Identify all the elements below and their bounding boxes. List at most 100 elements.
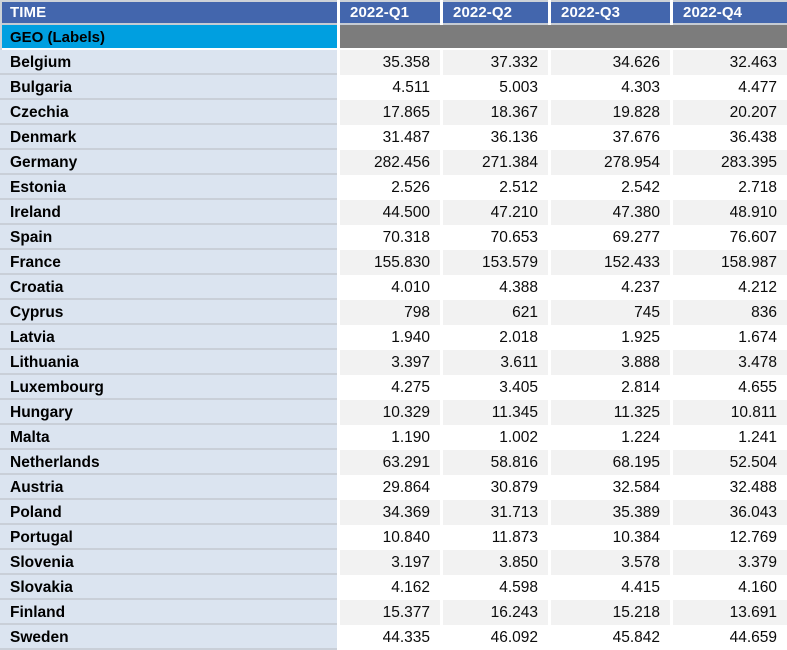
value-cell[interactable]: 31.713 (443, 500, 548, 525)
value-cell[interactable]: 155.830 (340, 250, 440, 275)
country-cell[interactable]: France (0, 250, 337, 275)
value-cell[interactable]: 621 (443, 300, 548, 325)
value-cell[interactable]: 31.487 (340, 125, 440, 150)
value-cell[interactable]: 1.674 (673, 325, 787, 350)
value-cell[interactable]: 3.197 (340, 550, 440, 575)
value-cell[interactable]: 47.210 (443, 200, 548, 225)
value-cell[interactable]: 3.888 (551, 350, 670, 375)
value-cell[interactable]: 10.840 (340, 525, 440, 550)
country-cell[interactable]: Bulgaria (0, 75, 337, 100)
value-cell[interactable]: 1.925 (551, 325, 670, 350)
country-cell[interactable]: Latvia (0, 325, 337, 350)
value-cell[interactable]: 48.910 (673, 200, 787, 225)
country-cell[interactable]: Slovakia (0, 575, 337, 600)
value-cell[interactable]: 45.842 (551, 625, 670, 650)
value-cell[interactable]: 44.659 (673, 625, 787, 650)
value-cell[interactable]: 16.243 (443, 600, 548, 625)
value-cell[interactable]: 4.275 (340, 375, 440, 400)
country-cell[interactable]: Denmark (0, 125, 337, 150)
country-cell[interactable]: Sweden (0, 625, 337, 650)
value-cell[interactable]: 37.676 (551, 125, 670, 150)
value-cell[interactable]: 3.379 (673, 550, 787, 575)
value-cell[interactable]: 4.655 (673, 375, 787, 400)
value-cell[interactable]: 44.500 (340, 200, 440, 225)
value-cell[interactable]: 4.212 (673, 275, 787, 300)
value-cell[interactable]: 15.377 (340, 600, 440, 625)
value-cell[interactable]: 2.512 (443, 175, 548, 200)
value-cell[interactable]: 1.002 (443, 425, 548, 450)
value-cell[interactable]: 36.438 (673, 125, 787, 150)
value-cell[interactable]: 36.043 (673, 500, 787, 525)
value-cell[interactable]: 11.345 (443, 400, 548, 425)
value-cell[interactable]: 3.578 (551, 550, 670, 575)
header-cell-2022-q3[interactable]: 2022-Q3 (551, 0, 670, 25)
value-cell[interactable]: 3.397 (340, 350, 440, 375)
value-cell[interactable]: 32.488 (673, 475, 787, 500)
header-cell-time[interactable]: TIME (0, 0, 337, 25)
value-cell[interactable]: 70.318 (340, 225, 440, 250)
value-cell[interactable]: 278.954 (551, 150, 670, 175)
value-cell[interactable]: 11.873 (443, 525, 548, 550)
country-cell[interactable]: Cyprus (0, 300, 337, 325)
value-cell[interactable]: 3.611 (443, 350, 548, 375)
value-cell[interactable]: 18.367 (443, 100, 548, 125)
value-cell[interactable]: 153.579 (443, 250, 548, 275)
value-cell[interactable]: 4.237 (551, 275, 670, 300)
value-cell[interactable]: 2.814 (551, 375, 670, 400)
value-cell[interactable]: 2.526 (340, 175, 440, 200)
header-cell-2022-q1[interactable]: 2022-Q1 (340, 0, 440, 25)
value-cell[interactable]: 1.224 (551, 425, 670, 450)
value-cell[interactable]: 4.160 (673, 575, 787, 600)
country-cell[interactable]: Slovenia (0, 550, 337, 575)
value-cell[interactable]: 745 (551, 300, 670, 325)
value-cell[interactable]: 836 (673, 300, 787, 325)
value-cell[interactable]: 29.864 (340, 475, 440, 500)
value-cell[interactable]: 4.477 (673, 75, 787, 100)
country-cell[interactable]: Ireland (0, 200, 337, 225)
value-cell[interactable]: 10.329 (340, 400, 440, 425)
value-cell[interactable]: 4.415 (551, 575, 670, 600)
country-cell[interactable]: Malta (0, 425, 337, 450)
geo-labels-header-cell[interactable]: GEO (Labels) (0, 25, 337, 50)
value-cell[interactable]: 798 (340, 300, 440, 325)
value-cell[interactable]: 37.332 (443, 50, 548, 75)
country-cell[interactable]: Hungary (0, 400, 337, 425)
value-cell[interactable]: 17.865 (340, 100, 440, 125)
value-cell[interactable]: 36.136 (443, 125, 548, 150)
value-cell[interactable]: 12.769 (673, 525, 787, 550)
country-cell[interactable]: Czechia (0, 100, 337, 125)
value-cell[interactable]: 68.195 (551, 450, 670, 475)
value-cell[interactable]: 76.607 (673, 225, 787, 250)
value-cell[interactable]: 4.303 (551, 75, 670, 100)
value-cell[interactable]: 32.463 (673, 50, 787, 75)
value-cell[interactable]: 10.811 (673, 400, 787, 425)
value-cell[interactable]: 283.395 (673, 150, 787, 175)
value-cell[interactable]: 35.389 (551, 500, 670, 525)
value-cell[interactable]: 52.504 (673, 450, 787, 475)
value-cell[interactable]: 32.584 (551, 475, 670, 500)
value-cell[interactable]: 19.828 (551, 100, 670, 125)
country-cell[interactable]: Germany (0, 150, 337, 175)
value-cell[interactable]: 46.092 (443, 625, 548, 650)
value-cell[interactable]: 1.241 (673, 425, 787, 450)
value-cell[interactable]: 3.850 (443, 550, 548, 575)
country-cell[interactable]: Finland (0, 600, 337, 625)
value-cell[interactable]: 5.003 (443, 75, 548, 100)
value-cell[interactable]: 1.190 (340, 425, 440, 450)
header-cell-2022-q4[interactable]: 2022-Q4 (673, 0, 787, 25)
value-cell[interactable]: 70.653 (443, 225, 548, 250)
value-cell[interactable]: 158.987 (673, 250, 787, 275)
value-cell[interactable]: 30.879 (443, 475, 548, 500)
country-cell[interactable]: Spain (0, 225, 337, 250)
value-cell[interactable]: 47.380 (551, 200, 670, 225)
value-cell[interactable]: 2.542 (551, 175, 670, 200)
value-cell[interactable]: 271.384 (443, 150, 548, 175)
value-cell[interactable]: 13.691 (673, 600, 787, 625)
value-cell[interactable]: 2.718 (673, 175, 787, 200)
country-cell[interactable]: Croatia (0, 275, 337, 300)
header-cell-2022-q2[interactable]: 2022-Q2 (443, 0, 548, 25)
value-cell[interactable]: 34.369 (340, 500, 440, 525)
value-cell[interactable]: 152.433 (551, 250, 670, 275)
value-cell[interactable]: 3.405 (443, 375, 548, 400)
country-cell[interactable]: Luxembourg (0, 375, 337, 400)
